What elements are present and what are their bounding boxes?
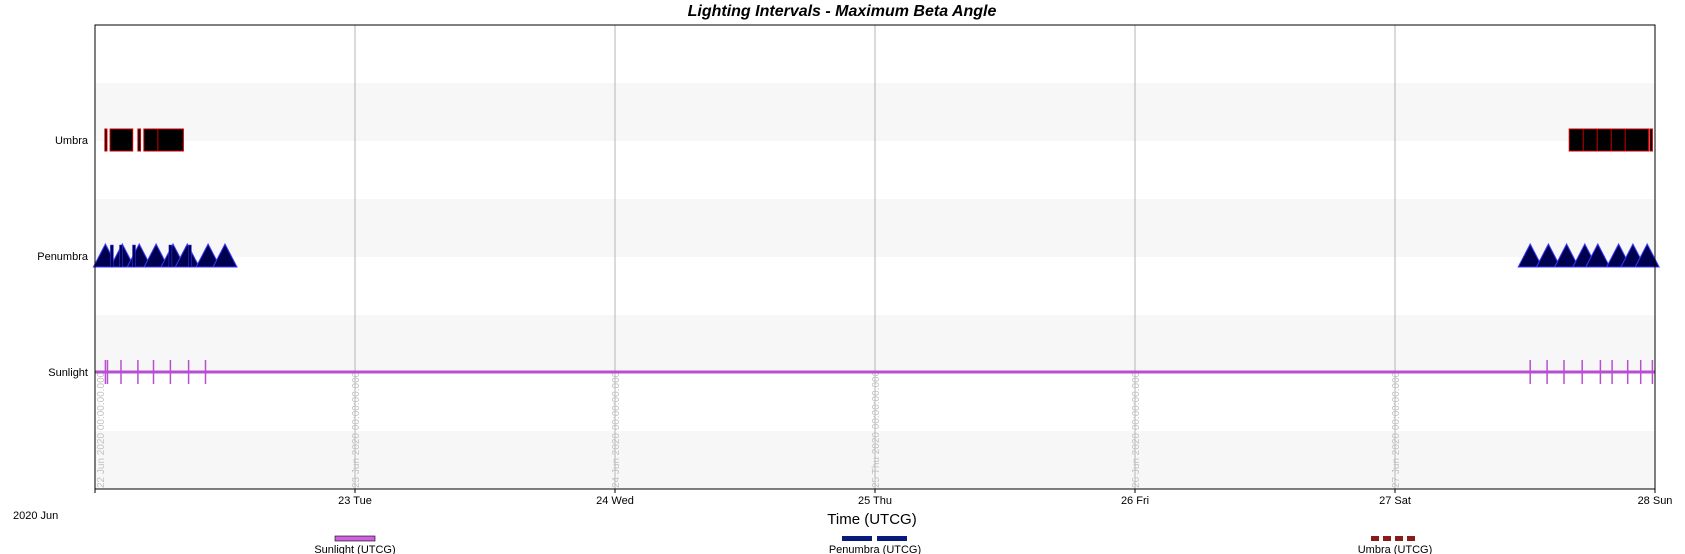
legend-swatch xyxy=(842,536,872,541)
x-tick-label: 25 Thu xyxy=(858,495,892,507)
penumbra-marker xyxy=(1634,242,1661,268)
penumbra-bar xyxy=(119,244,123,268)
gridline-label: 25 Thu 2020 00:00:00.000 xyxy=(871,370,882,488)
x-tick-label: 23 Tue xyxy=(338,495,372,507)
x-tick-label: 28 Sun xyxy=(1638,495,1673,507)
legend-swatch xyxy=(1371,536,1379,541)
chart-title: Lighting Intervals - Maximum Beta Angle xyxy=(688,3,997,20)
row-label-umbra: Umbra xyxy=(55,135,89,147)
row-labels: Umbra Penumbra Sunlight xyxy=(37,135,89,379)
penumbra-bar xyxy=(110,244,114,268)
penumbra-marker xyxy=(1535,242,1562,268)
legend-label: Sunlight (UTCG) xyxy=(314,544,395,554)
legend-swatch xyxy=(334,535,376,542)
penumbra-marker xyxy=(143,242,169,268)
umbra-interval xyxy=(143,128,184,152)
penumbra-bar xyxy=(132,244,136,268)
legend: Sunlight (UTCG) Penumbra (UTCG) Umbra (UTC… xyxy=(314,535,1433,554)
legend-swatch xyxy=(1407,536,1415,541)
umbra-interval xyxy=(137,128,141,152)
gridline-label: 23 Jun 2020 00:00:00.000 xyxy=(351,371,362,488)
gridline-label: 24 Jun 2020 00:00:00.000 xyxy=(611,371,622,488)
x-axis-label: Time (UTCG) xyxy=(827,511,916,528)
legend-swatch xyxy=(1383,536,1391,541)
x-tick-label: 26 Fri xyxy=(1121,495,1149,507)
legend-swatch xyxy=(1395,536,1403,541)
row-label-sunlight: Sunlight xyxy=(48,367,88,379)
penumbra-marker xyxy=(212,242,238,268)
gridline-labels: 22 Jun 2020 00:00:00.000 23 Jun 2020 00:0… xyxy=(96,370,1402,488)
penumbra-bar xyxy=(168,244,173,268)
x-tick-label: 24 Wed xyxy=(596,495,634,507)
umbra-interval xyxy=(1568,128,1649,152)
penumbra-marker xyxy=(174,242,201,268)
legend-swatch xyxy=(877,536,907,541)
gridline-label: 26 Jun 2020 00:00:00.000 xyxy=(1131,371,1142,488)
umbra-interval xyxy=(104,128,108,152)
row-label-penumbra: Penumbra xyxy=(37,251,89,263)
x-axis-ticks: 23 Tue 24 Wed 25 Thu 26 Fri 27 Sat 28 Sun xyxy=(94,489,1673,507)
umbra-interval xyxy=(109,128,134,152)
penumbra-marker xyxy=(1517,242,1544,268)
x-reference-label: 2020 Jun xyxy=(13,510,58,522)
umbra-interval xyxy=(1649,128,1653,152)
penumbra-marker xyxy=(195,242,221,268)
penumbra-bar xyxy=(188,244,192,268)
gridline-label: 27 Jun 2020 00:00:00.000 xyxy=(1391,371,1402,488)
penumbra-marker xyxy=(1584,242,1611,268)
legend-label: Penumbra (UTCG) xyxy=(829,544,921,554)
interval-marks xyxy=(92,128,1661,384)
gridlines xyxy=(354,25,1396,489)
penumbra-marker xyxy=(1553,242,1580,268)
gridline-label: 22 Jun 2020 00:00:00.000 xyxy=(96,371,107,488)
legend-label: Umbra (UTCG) xyxy=(1358,544,1433,554)
x-tick-label: 27 Sat xyxy=(1379,495,1411,507)
